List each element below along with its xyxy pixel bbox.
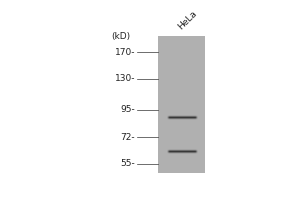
Bar	[158, 36, 205, 173]
Text: 170-: 170-	[115, 48, 135, 57]
Text: (kD): (kD)	[112, 32, 131, 41]
Text: HeLa: HeLa	[176, 8, 199, 31]
Text: 72-: 72-	[121, 133, 135, 142]
Text: 130-: 130-	[115, 74, 135, 83]
Text: 95-: 95-	[120, 105, 135, 114]
Text: 55-: 55-	[120, 159, 135, 168]
